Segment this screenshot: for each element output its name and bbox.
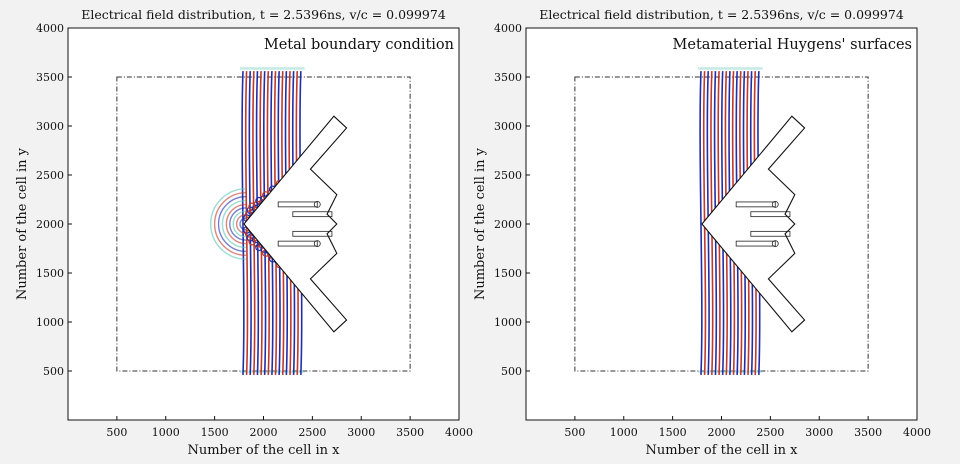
fuselage-detail: [735, 240, 776, 247]
x-tick-label: 2000: [250, 426, 278, 439]
x-axis-label-right: Number of the cell in x: [645, 443, 798, 458]
y-axis-label-left: Number of the cell in y: [15, 147, 30, 300]
fuselage-detail: [750, 230, 791, 237]
y-tick-label: 1500: [36, 267, 64, 280]
fuselage-detail: [750, 211, 791, 218]
x-tick-label: 1500: [659, 426, 687, 439]
x-tick-label: 3500: [854, 426, 882, 439]
wavefront-line: [241, 71, 245, 375]
scattered-arc: [213, 192, 246, 256]
y-tick-label: 2000: [494, 218, 522, 231]
field-plot-left: 500 1000 1500 2000 2500 3000 3500 4000 500 1000 15…: [36, 22, 473, 439]
engine-detail: [313, 240, 321, 248]
x-tick-label: 4000: [903, 426, 931, 439]
aircraft-details: [735, 200, 791, 248]
x-tick-label: 2500: [756, 426, 784, 439]
simulation-boundary: [574, 76, 869, 372]
annotation-left: Metal boundary condition: [264, 37, 454, 53]
y-tick-label: 1000: [36, 316, 64, 329]
y-axis-label-right: Number of the cell in y: [473, 147, 488, 300]
panel-metal: Electrical field distribution, t = 2.539…: [15, 7, 473, 458]
y-tick-label: 1000: [494, 316, 522, 329]
y-tick-label: 4000: [494, 22, 522, 35]
wavefront-halo-top: [698, 67, 763, 70]
fuselage-detail: [735, 201, 776, 208]
y-tick-label: 2500: [36, 169, 64, 182]
fuselage-detail: [292, 211, 333, 218]
field-plot-right: 500 1000 1500 2000 2500 3000 3500 4000 500 1000 15…: [494, 22, 931, 439]
engine-detail: [771, 240, 779, 248]
fuselage-detail: [292, 230, 333, 237]
x-tick-label: 500: [564, 426, 585, 439]
x-tick-label: 3000: [347, 426, 375, 439]
scattered-arc: [229, 207, 246, 241]
scattered-arc: [217, 195, 246, 253]
x-tick-label: 2000: [708, 426, 736, 439]
fuselage-detail: [277, 201, 318, 208]
scattered-arc: [232, 210, 246, 238]
aircraft-outline: [243, 115, 348, 333]
engine-detail: [771, 200, 779, 208]
aircraft-outline: [701, 115, 806, 333]
x-tick-label: 500: [106, 426, 127, 439]
y-tick-label: 500: [501, 365, 522, 378]
y-tick-label: 2500: [494, 169, 522, 182]
x-tick-label: 3500: [396, 426, 424, 439]
aircraft-details: [277, 200, 333, 248]
wavefront-line: [699, 71, 703, 375]
chart-title-right: Electrical field distribution, t = 2.539…: [539, 7, 904, 22]
y-tick-label: 4000: [36, 22, 64, 35]
wavefront-halo-top: [240, 67, 305, 70]
y-tick-label: 1500: [494, 267, 522, 280]
simulation-boundary: [116, 76, 411, 372]
engine-detail: [313, 200, 321, 208]
y-tick-label: 3500: [494, 71, 522, 84]
x-axis-label-left: Number of the cell in x: [187, 443, 340, 458]
y-tick-label: 3000: [36, 120, 64, 133]
x-tick-label: 1500: [201, 426, 229, 439]
y-tick-label: 3500: [36, 71, 64, 84]
x-tick-label: 1000: [152, 426, 180, 439]
scattered-arc: [225, 203, 246, 245]
panel-metamaterial: Electrical field distribution, t = 2.539…: [473, 7, 931, 458]
scattered-arc: [210, 188, 246, 260]
y-tick-label: 2000: [36, 218, 64, 231]
x-tick-label: 3000: [805, 426, 833, 439]
x-tick-label: 1000: [610, 426, 638, 439]
scattered-arc: [235, 214, 246, 234]
annotation-right: Metamaterial Huygens' surfaces: [673, 37, 912, 53]
y-tick-label: 500: [43, 365, 64, 378]
x-tick-label: 4000: [445, 426, 473, 439]
chart-title-left: Electrical field distribution, t = 2.539…: [81, 7, 446, 22]
x-tick-label: 2500: [298, 426, 326, 439]
scattered-arc: [221, 199, 246, 249]
y-tick-label: 3000: [494, 120, 522, 133]
fuselage-detail: [277, 240, 318, 247]
